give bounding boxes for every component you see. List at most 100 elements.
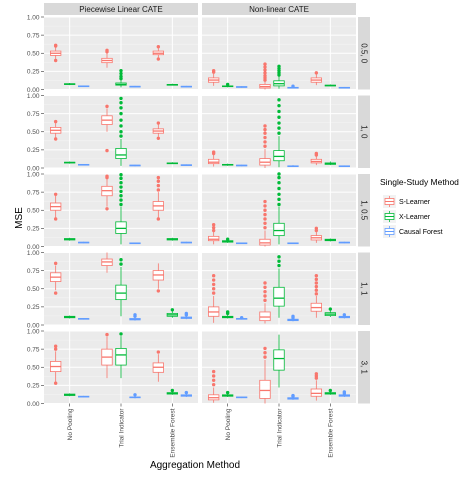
y-tick-label: 1.00: [27, 171, 40, 178]
box-outlier: [119, 181, 123, 185]
y-tick-label: 0.50: [27, 51, 40, 58]
box-outlier: [119, 185, 123, 189]
x-tick-label: No Pooling: [225, 408, 232, 440]
legend-label: X-Learner: [399, 214, 431, 221]
box-outlier: [263, 199, 267, 204]
row-strip: [358, 17, 370, 90]
box-iqr: [273, 222, 285, 237]
box-outlier: [156, 217, 161, 221]
box-outlier: [119, 111, 123, 116]
box-outlier: [263, 68, 267, 72]
column-strip: [202, 3, 356, 15]
panel-data: [208, 334, 350, 404]
box-outlier: [119, 332, 123, 336]
x-tick-label: Trial Indicator: [118, 408, 125, 448]
panel-data: [50, 43, 192, 88]
box-outlier: [119, 130, 123, 134]
box-outlier: [263, 285, 267, 289]
box-outlier: [314, 284, 319, 289]
box-outlier: [263, 208, 267, 212]
y-tick-label: 0.25: [27, 383, 40, 390]
box-outlier: [263, 127, 267, 132]
legend-title: Single-Study Method: [380, 177, 459, 187]
box-outlier: [277, 186, 281, 191]
box-outlier: [277, 126, 281, 130]
box-outlier: [314, 226, 319, 231]
box-outlier: [277, 259, 281, 263]
box-outlier: [225, 310, 230, 314]
box-outlier: [119, 71, 123, 76]
box-outlier: [105, 332, 109, 337]
box-outlier: [119, 96, 123, 101]
box-outlier: [263, 294, 267, 298]
box-outlier: [211, 274, 216, 278]
box-outlier: [53, 291, 58, 295]
box-outlier: [263, 217, 267, 221]
box-outlier: [314, 277, 319, 282]
box-outlier: [119, 134, 123, 138]
row-strip-label: 1, 0.5: [360, 200, 369, 221]
box-outlier: [156, 121, 161, 125]
row-strip-label: 1, 0: [360, 125, 369, 139]
box-outlier: [211, 291, 216, 295]
box-outlier: [314, 372, 319, 376]
x-tick-label: No Pooling: [67, 408, 74, 440]
box-outlier: [314, 288, 319, 292]
box-outlier: [184, 390, 189, 395]
y-tick-label: 0.50: [27, 286, 40, 293]
y-tick-label: 0.00: [27, 401, 40, 408]
box-outlier: [211, 378, 216, 382]
row-strip: [358, 95, 370, 168]
box-outlier: [277, 98, 281, 102]
box-outlier: [211, 228, 216, 233]
x-tick-label: Trial Indicator: [276, 408, 283, 448]
box-outlier: [263, 144, 267, 148]
box-outlier: [277, 197, 281, 202]
box-outlier: [314, 292, 319, 296]
box-outlier: [156, 188, 161, 192]
box-iqr: [259, 238, 271, 246]
box-outlier: [211, 150, 216, 154]
y-tick-label: 0.00: [27, 244, 40, 251]
box-outlier: [263, 289, 267, 294]
box-outlier: [314, 71, 319, 75]
panel-data: [50, 332, 192, 399]
y-tick-label: 1.00: [27, 328, 40, 335]
box-iqr: [115, 284, 127, 301]
panel-data: [208, 172, 350, 247]
box-outlier: [277, 202, 281, 207]
box-outlier: [156, 289, 161, 293]
box-outlier: [277, 121, 281, 125]
box-outlier: [314, 151, 319, 156]
box-outlier: [291, 393, 295, 398]
panel-data: [208, 62, 350, 90]
box-outlier: [211, 225, 216, 230]
box-outlier: [328, 388, 333, 393]
box-outlier: [105, 174, 109, 178]
box-outlier: [263, 355, 267, 359]
box-iqr: [259, 311, 271, 322]
box-outlier: [119, 173, 123, 177]
box-outlier: [119, 202, 123, 207]
y-tick-label: 0.50: [27, 129, 40, 136]
box-outlier: [263, 62, 267, 66]
box-outlier: [156, 45, 161, 49]
box-outlier: [53, 119, 58, 124]
box-iqr: [115, 148, 127, 159]
box-outlier: [277, 64, 281, 69]
box-outlier: [156, 183, 161, 188]
box-outlier: [277, 181, 281, 185]
box-outlier: [263, 221, 267, 225]
box-outlier: [119, 106, 123, 110]
box-outlier: [328, 307, 333, 311]
box-outlier: [156, 179, 161, 183]
box-outlier: [263, 281, 267, 285]
y-tick-label: 0.25: [27, 304, 40, 311]
box-outlier: [133, 393, 137, 397]
row-strip: [358, 174, 370, 247]
box-outlier: [263, 225, 267, 230]
box-outlier: [156, 350, 161, 354]
box-outlier: [263, 74, 267, 78]
y-tick-label: 0.25: [27, 226, 40, 233]
box-outlier: [53, 381, 58, 385]
